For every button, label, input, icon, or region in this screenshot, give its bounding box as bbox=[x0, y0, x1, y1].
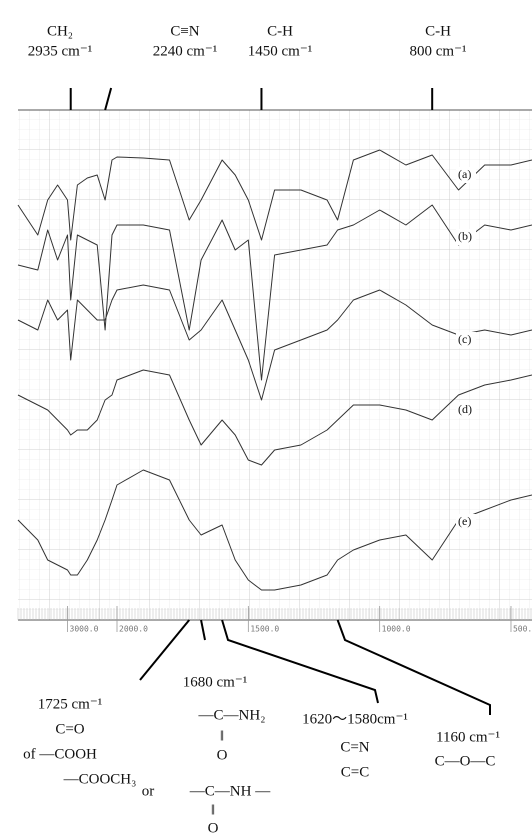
annotation-text: —C—NH₂ bbox=[198, 707, 266, 723]
annotation-pointer bbox=[336, 619, 491, 715]
annotation-text: —COOCH₃ bbox=[63, 771, 137, 787]
series-label-bg bbox=[456, 402, 476, 418]
annotation-text: 1620～1580cm⁻¹ bbox=[302, 711, 408, 727]
annotation-band: 2935 cm⁻¹ bbox=[28, 43, 93, 59]
annotation-group: C-H bbox=[425, 23, 451, 39]
annotation-text: O bbox=[208, 820, 219, 836]
annotation-text: C=N bbox=[340, 739, 369, 755]
spectrum-line bbox=[17, 369, 532, 466]
series-label: (b) bbox=[458, 229, 472, 243]
spectrum-line bbox=[17, 284, 532, 401]
annotation-text: O bbox=[217, 747, 228, 763]
series-label: (d) bbox=[458, 402, 472, 416]
spectrum-line bbox=[17, 469, 532, 591]
annotation-group: C-H bbox=[267, 23, 293, 39]
annotation-text: of —COOH bbox=[23, 746, 97, 762]
annotation-group: C≡N bbox=[170, 23, 199, 39]
annotation-text: or bbox=[142, 783, 155, 799]
x-tick-label: 500. bbox=[513, 625, 532, 634]
annotation-text: C=O bbox=[55, 721, 84, 737]
annotation-text: 1725 cm⁻¹ bbox=[38, 696, 103, 712]
series-label-bg bbox=[456, 229, 476, 245]
series-label-bg bbox=[456, 332, 476, 348]
x-tick-label: 1500.0 bbox=[250, 625, 279, 634]
annotation-pointer bbox=[200, 619, 206, 641]
annotation-group: CH₂ bbox=[47, 23, 73, 39]
annotation-pointer bbox=[104, 87, 113, 111]
series-label: (c) bbox=[458, 332, 471, 346]
annotation-pointer bbox=[221, 619, 379, 704]
annotation-text: 1160 cm⁻¹ bbox=[436, 729, 500, 745]
series-label-bg bbox=[456, 514, 476, 530]
annotation-text: C=C bbox=[341, 764, 369, 780]
annotation-band: 800 cm⁻¹ bbox=[410, 43, 467, 59]
annotation-band: 2240 cm⁻¹ bbox=[153, 43, 218, 59]
x-tick-label: 1000.0 bbox=[382, 625, 411, 634]
spectrum-line bbox=[17, 204, 532, 381]
annotation-pointer bbox=[139, 619, 191, 681]
annotation-text: —C—NH — bbox=[189, 783, 271, 799]
annotation-text: ‖ bbox=[211, 802, 215, 818]
spectrum-line bbox=[17, 149, 532, 241]
series-label: (e) bbox=[458, 514, 471, 528]
series-label: (a) bbox=[458, 167, 471, 181]
series-label-bg bbox=[456, 167, 476, 183]
x-tick-label: 2000.0 bbox=[119, 625, 148, 634]
annotation-band: 1450 cm⁻¹ bbox=[248, 43, 313, 59]
annotation-text: ‖ bbox=[220, 728, 224, 744]
annotation-text: C—O—C bbox=[435, 753, 496, 769]
annotation-text: 1680 cm⁻¹ bbox=[183, 674, 248, 690]
x-tick-label: 3000.0 bbox=[70, 625, 99, 634]
